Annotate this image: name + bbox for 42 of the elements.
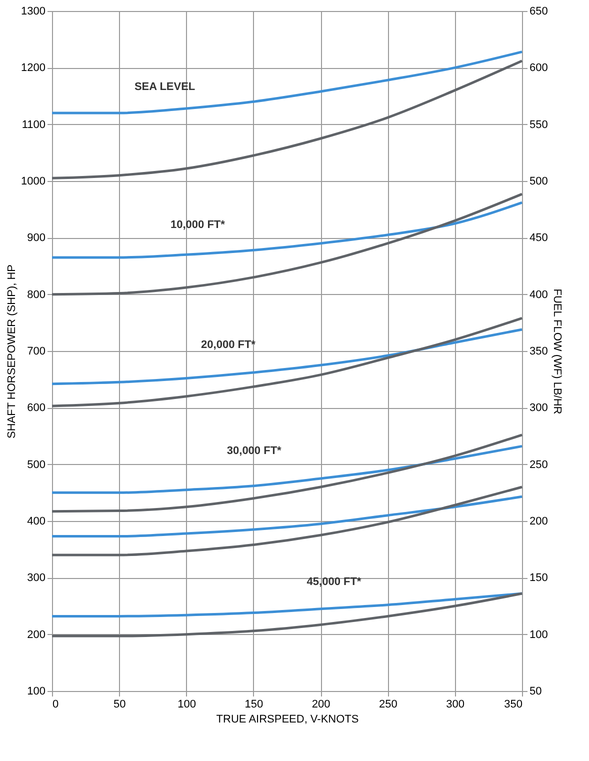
y2-tick-label: 300 [530, 402, 548, 414]
x-tick-label: 300 [446, 698, 465, 710]
y2-tick-label: 150 [530, 572, 548, 584]
y-tick-label: 900 [27, 232, 46, 244]
y-tick-label: 200 [27, 628, 46, 641]
y2-tick-label: 600 [530, 62, 548, 74]
y-tick-label: 800 [27, 288, 46, 301]
x-tick-label: 200 [312, 698, 330, 710]
y-tick-label: 1100 [22, 118, 46, 131]
y2-tick-label: 650 [530, 6, 548, 18]
y-tick-label: 400 [27, 516, 46, 528]
y-tick-label: 700 [27, 346, 46, 358]
y-tick-label: 300 [27, 572, 46, 584]
annotation: 10,000 FT* [170, 219, 226, 232]
y2-tick-label: 100 [530, 628, 548, 641]
y2-tick-label: 550 [530, 118, 548, 131]
y2-tick-label: 200 [530, 516, 548, 528]
y2-tick-label: 500 [530, 176, 548, 188]
y-tick-label: 1200 [21, 62, 46, 74]
x-tick-label: 150 [244, 698, 264, 710]
y2-tick-label: 400 [530, 288, 548, 301]
annotation: 20,000 FT* [201, 339, 256, 352]
y-tick-label: 500 [27, 458, 46, 471]
y-tick-label: 1300 [21, 6, 46, 18]
y2-tick-label: 50 [530, 686, 542, 698]
x-tick-label: 50 [114, 698, 126, 710]
y-axis-title: SHAFT HORSEPOWER (SHP), HP [6, 264, 18, 438]
x-tick-label: 250 [379, 698, 398, 710]
x-tick-label: 0 [52, 698, 59, 710]
y2-tick-label: 450 [530, 232, 548, 244]
annotation: 45,000 FT* [306, 576, 362, 588]
x-tick-label: 100 [178, 698, 196, 710]
annotation: SEA LEVEL [134, 81, 196, 94]
x-tick-label: 350 [504, 698, 522, 710]
y-tick-label: 1000 [21, 176, 46, 188]
y2-axis-title: FUEL FLOW (WF) LB/HR [550, 288, 563, 414]
annotation: 30,000 FT* [226, 444, 282, 457]
y2-tick-label: 350 [530, 346, 548, 358]
y-tick-label: 100 [27, 686, 46, 698]
y2-tick-label: 250 [530, 458, 548, 471]
y-tick-label: 600 [27, 402, 46, 414]
x-axis-title: TRUE AIRSPEED, V-KNOTS [216, 714, 359, 726]
